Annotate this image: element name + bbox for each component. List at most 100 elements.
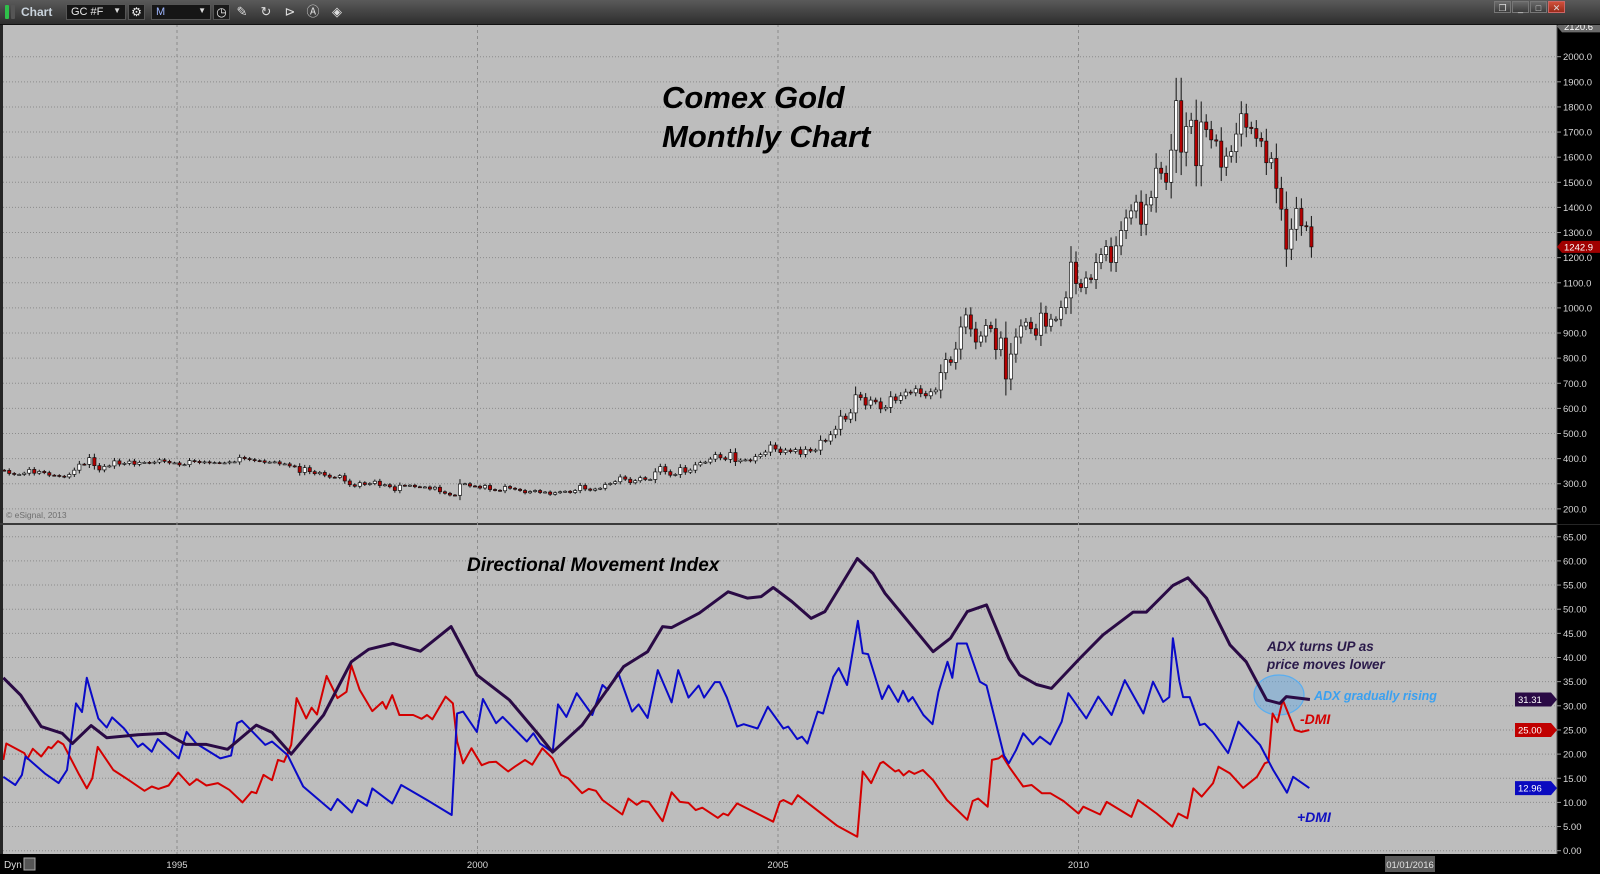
link-tag-icon[interactable]: ◈ [332,4,342,19]
candle-body [493,489,497,491]
candle-body [1169,149,1174,183]
candle-body [468,483,472,487]
minimize-icon[interactable]: _ [1512,1,1529,13]
close-icon[interactable]: ✕ [1548,1,1565,13]
candle [908,389,913,396]
candle-body [1003,337,1008,380]
candle-body [693,464,698,471]
candle-body [52,474,57,477]
candle-body [553,492,558,495]
candle-body [1094,262,1098,280]
candle-body [678,467,683,475]
candle-body [1124,217,1129,231]
candle-body [848,412,853,420]
dmi-tick-label: 5.00 [1563,822,1582,833]
candle [498,489,502,492]
candle-body [753,456,758,462]
candle [1079,278,1083,293]
candle [613,480,618,486]
candle-body [342,475,347,482]
pencil-draw-icon[interactable]: ✎ [236,4,248,19]
minus-dmi-last-tag-text: 25.00 [1518,725,1542,736]
candle [618,474,623,485]
candle [813,448,818,453]
candle-body [127,460,132,464]
candle-body [828,434,833,442]
candle-body [478,485,482,489]
candle [598,487,603,491]
candle-body [1254,128,1259,139]
candle [72,467,77,478]
annotation-adx-turns-up: ADX turns UP as [1266,639,1374,654]
candle-body [407,484,412,487]
candle-body [843,415,848,420]
candle [533,489,538,493]
candle-body [232,461,237,464]
candle-body [122,463,127,465]
play-icon[interactable]: ⊳ [284,4,296,19]
price-tick-label: 1100.0 [1563,278,1591,289]
chevron-down-icon: ▼ [113,6,121,15]
interval-clock-icon[interactable]: ◷ [213,4,230,20]
candle-body [703,461,708,464]
candle [1074,251,1078,295]
candle-body [92,457,97,467]
candle-body [1134,201,1139,212]
interval-dropdown[interactable]: M ▼ [151,4,211,20]
candle [67,472,72,479]
refresh-cycle-icon[interactable]: ↻ [260,4,272,19]
candle [92,453,97,470]
candle [287,462,292,468]
price-axis[interactable] [1557,24,1600,524]
candle [242,455,247,461]
restore-down-icon[interactable]: ❐ [1494,1,1511,13]
candle [232,460,237,464]
price-last-tag-bg [1557,240,1600,253]
candle [983,318,988,343]
candle [623,475,628,481]
candle [1194,99,1199,187]
candle-body [908,391,913,394]
candle [212,461,217,465]
candle [548,490,553,496]
candle [1214,134,1219,147]
candle [903,388,908,400]
lock-icon[interactable] [23,857,36,871]
candle-body [773,444,778,450]
candle-body [1104,246,1108,255]
candle [573,488,578,495]
candle-body [197,461,202,463]
date-axis[interactable] [0,854,1600,874]
candle-body [77,463,82,471]
price-tick-label: 700.0 [1563,379,1587,390]
candle-body [312,471,317,475]
candle-body [998,337,1003,350]
candle [728,448,733,464]
candle-body [332,476,337,479]
dmi-tick-label: 45.00 [1563,629,1587,640]
maximize-icon[interactable]: □ [1530,1,1547,13]
candle [803,446,808,458]
candle [312,469,317,476]
price-tick-label: 500.0 [1563,429,1587,440]
candle-body [1023,321,1028,327]
symbol-settings-icon[interactable]: ⚙ [128,4,145,20]
candle-body [157,459,162,463]
dmi-axis[interactable] [1557,525,1600,855]
candle [1134,194,1139,219]
symbol-dropdown[interactable]: GC #F ▼ [66,4,126,20]
candle [1164,165,1169,190]
candle [337,474,342,480]
candle [1229,145,1234,163]
dyn-label[interactable]: Dyn [4,860,22,871]
auto-scale-icon[interactable]: Ⓐ [306,4,320,19]
candle-body [257,460,262,462]
candle [838,409,843,436]
candle [207,460,212,465]
candle-body [377,480,382,486]
candle [793,447,798,454]
candle-body [392,486,397,491]
candle [963,307,968,335]
candle [788,448,793,454]
candle-body [1209,129,1214,141]
